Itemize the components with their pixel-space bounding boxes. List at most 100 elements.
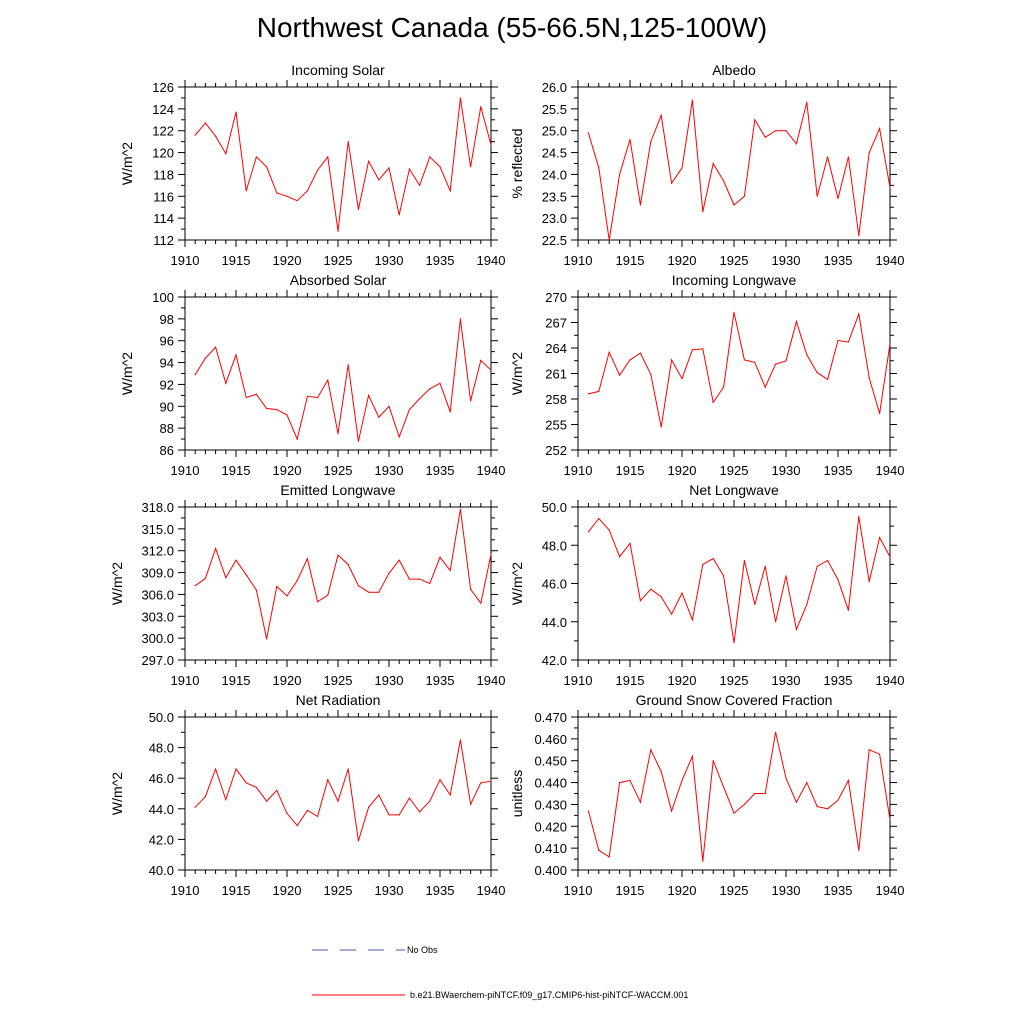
y-tick-label: 255 bbox=[545, 418, 567, 433]
data-point bbox=[629, 138, 631, 141]
data-point bbox=[847, 341, 850, 343]
y-tick-label: 264 bbox=[545, 341, 567, 356]
x-tick-label: 1915 bbox=[616, 463, 645, 478]
x-tick-label: 1930 bbox=[375, 253, 404, 268]
data-point bbox=[439, 556, 441, 558]
data-point bbox=[470, 166, 472, 168]
x-tick-label: 1935 bbox=[824, 253, 853, 268]
series-line bbox=[194, 509, 492, 640]
data-point bbox=[388, 572, 390, 574]
data-point bbox=[827, 559, 829, 562]
data-point bbox=[660, 596, 662, 598]
data-point bbox=[286, 414, 288, 416]
data-point bbox=[204, 357, 206, 359]
data-point bbox=[879, 412, 881, 415]
data-point bbox=[266, 638, 268, 640]
data-point bbox=[743, 359, 746, 361]
data-point bbox=[639, 204, 642, 206]
data-point bbox=[847, 609, 850, 611]
data-point bbox=[368, 591, 370, 593]
plot-frame bbox=[577, 716, 891, 871]
data-point bbox=[816, 372, 818, 374]
data-point bbox=[408, 578, 410, 580]
data-point bbox=[490, 144, 492, 146]
data-point bbox=[388, 405, 390, 407]
data-point bbox=[723, 786, 725, 788]
data-point bbox=[712, 558, 714, 560]
y-tick-label: 92 bbox=[160, 377, 174, 392]
data-point bbox=[702, 210, 704, 213]
data-point bbox=[712, 162, 714, 165]
data-point bbox=[317, 601, 319, 603]
x-tick-label: 1925 bbox=[324, 883, 353, 898]
data-point bbox=[327, 379, 329, 381]
y-tick-label: 116 bbox=[153, 189, 174, 204]
panel-1: Albedo 1910 1915 1920 1925 1930 1935 1940 22.5 23… bbox=[509, 62, 904, 268]
x-tick-label: 1925 bbox=[720, 883, 749, 898]
data-point bbox=[225, 382, 227, 384]
x-tick-label: 1925 bbox=[324, 463, 353, 478]
y-axis-label: W/m^2 bbox=[109, 772, 125, 815]
data-point bbox=[368, 394, 370, 396]
x-tick-label: 1925 bbox=[720, 253, 749, 268]
data-point bbox=[306, 395, 308, 398]
data-point bbox=[764, 386, 766, 388]
data-point bbox=[245, 190, 247, 192]
y-tick-label: 0.470 bbox=[534, 710, 567, 725]
data-point bbox=[255, 589, 257, 591]
data-point bbox=[337, 800, 339, 802]
data-point bbox=[286, 195, 288, 197]
y-tick-label: 100 bbox=[152, 290, 174, 305]
data-point bbox=[439, 166, 441, 168]
x-tick-label: 1910 bbox=[171, 673, 200, 688]
y-tick-label: 42.0 bbox=[542, 653, 567, 668]
data-point bbox=[733, 311, 735, 313]
data-point bbox=[215, 768, 217, 770]
data-point bbox=[255, 393, 257, 395]
plot-frame bbox=[577, 86, 891, 241]
y-tick-label: 309.0 bbox=[141, 566, 174, 581]
data-point bbox=[598, 517, 600, 520]
x-tick-label: 1920 bbox=[668, 673, 697, 688]
data-point bbox=[691, 619, 694, 621]
y-axis-label: unitless bbox=[509, 770, 525, 817]
data-point bbox=[587, 132, 590, 134]
data-point bbox=[470, 803, 472, 805]
y-tick-label: 23.0 bbox=[542, 211, 567, 226]
data-point bbox=[827, 808, 829, 810]
x-tick-label: 1935 bbox=[426, 253, 455, 268]
y-tick-label: 124 bbox=[152, 102, 174, 117]
x-tick-label: 1935 bbox=[426, 463, 455, 478]
data-point bbox=[419, 184, 421, 186]
y-tick-label: 98 bbox=[160, 312, 174, 327]
data-point bbox=[858, 849, 860, 851]
data-point bbox=[806, 781, 808, 784]
data-point bbox=[847, 156, 850, 158]
data-point bbox=[296, 438, 298, 440]
data-point bbox=[806, 354, 808, 356]
data-point bbox=[639, 600, 642, 602]
data-point bbox=[639, 801, 642, 803]
data-point bbox=[619, 173, 621, 176]
data-point bbox=[619, 781, 621, 784]
y-tick-label: 50.0 bbox=[542, 500, 567, 515]
x-tick-label: 1915 bbox=[222, 673, 251, 688]
x-tick-label: 1915 bbox=[222, 463, 251, 478]
data-point bbox=[215, 135, 217, 137]
x-tick-label: 1930 bbox=[772, 673, 801, 688]
data-point bbox=[378, 416, 380, 418]
data-point bbox=[408, 797, 410, 799]
data-point bbox=[712, 760, 714, 762]
x-tick-label: 1910 bbox=[564, 673, 593, 688]
y-tick-label: 94 bbox=[160, 356, 174, 371]
data-point bbox=[398, 214, 400, 216]
data-point bbox=[785, 130, 787, 132]
data-point bbox=[764, 792, 766, 795]
data-point bbox=[733, 812, 735, 814]
y-tick-label: 297.0 bbox=[141, 653, 174, 668]
data-point bbox=[357, 440, 359, 442]
data-point bbox=[816, 806, 818, 808]
data-point bbox=[255, 786, 257, 788]
data-point bbox=[306, 809, 308, 811]
x-tick-label: 1935 bbox=[824, 673, 853, 688]
